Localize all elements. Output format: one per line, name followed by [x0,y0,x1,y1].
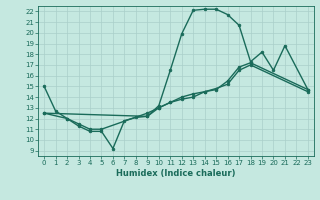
X-axis label: Humidex (Indice chaleur): Humidex (Indice chaleur) [116,169,236,178]
